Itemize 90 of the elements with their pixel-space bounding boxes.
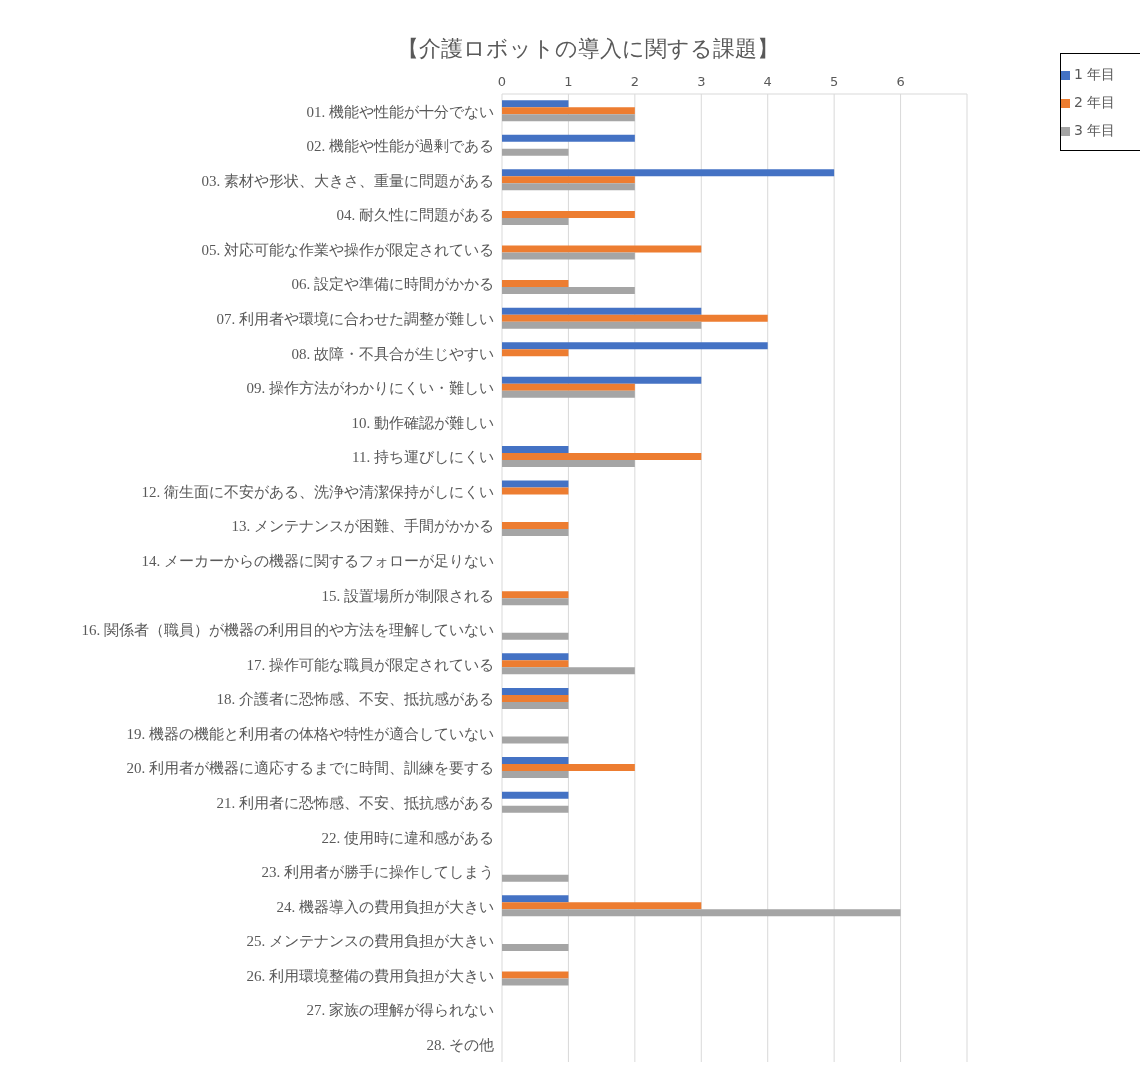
y-tick-label: 17. 操作可能な職員が限定されている xyxy=(246,656,494,673)
bar xyxy=(502,632,569,640)
bar xyxy=(502,134,635,142)
y-tick-label: 05. 対応可能な作業や操作が限定されている xyxy=(201,241,494,258)
bar xyxy=(502,895,569,903)
bar xyxy=(502,522,569,530)
bar xyxy=(502,764,635,772)
bar xyxy=(502,252,635,260)
y-tick-label: 28. その他 xyxy=(426,1037,494,1054)
bar xyxy=(502,487,569,495)
bar xyxy=(502,100,569,108)
bar xyxy=(502,687,569,695)
y-tick-label: 01. 機能や性能が十分でない xyxy=(306,103,494,120)
bar xyxy=(502,176,635,184)
x-tick-label: 6 xyxy=(896,74,905,89)
bar xyxy=(502,148,569,156)
chart-title: 【介護ロボットの導入に関する課題】 xyxy=(396,35,780,63)
bar xyxy=(502,909,901,917)
y-tick-label: 04. 耐久性に問題がある xyxy=(336,207,494,224)
y-tick-label: 25. メンテナンスの費用負担が大きい xyxy=(246,933,494,950)
bar xyxy=(502,349,569,357)
bar xyxy=(502,971,569,979)
bar xyxy=(502,591,569,599)
bar xyxy=(502,694,569,702)
legend-label: 2 年目 xyxy=(1074,94,1116,110)
bar xyxy=(502,736,569,744)
bar xyxy=(502,217,569,225)
bar xyxy=(502,459,635,467)
bar xyxy=(502,280,569,288)
y-tick-label: 27. 家族の理解が得られない xyxy=(306,1002,494,1019)
bar xyxy=(502,390,635,398)
x-tick-label: 3 xyxy=(697,74,706,89)
y-tick-label: 14. メーカーからの機器に関するフォローが足りない xyxy=(141,553,494,570)
y-tick-label: 10. 動作確認が難しい xyxy=(351,414,494,431)
x-tick-label: 2 xyxy=(630,74,639,89)
bar xyxy=(502,169,835,177)
legend-label: 3 年目 xyxy=(1074,122,1116,138)
y-tick-label: 16. 関係者（職員）が機器の利用目的や方法を理解していない xyxy=(81,622,494,639)
y-tick-label: 24. 機器導入の費用負担が大きい xyxy=(276,898,494,915)
y-tick-label: 15. 設置場所が制限される xyxy=(321,587,494,604)
bar xyxy=(502,874,569,882)
bar xyxy=(502,598,569,606)
bar xyxy=(502,183,635,191)
bar xyxy=(502,287,635,295)
bar xyxy=(502,701,569,709)
bar xyxy=(502,902,702,910)
bar xyxy=(502,660,569,668)
y-tick-label: 20. 利用者が機器に適応するまでに時間、訓練を要する xyxy=(126,760,494,777)
bar xyxy=(502,445,569,453)
y-tick-label: 06. 設定や準備に時間がかかる xyxy=(291,276,494,293)
y-tick-label: 26. 利用環境整備の費用負担が大きい xyxy=(246,967,494,984)
y-tick-label: 12. 衛生面に不安がある、洗浄や清潔保持がしにくい xyxy=(141,483,494,500)
bar xyxy=(502,321,702,329)
y-tick-label: 18. 介護者に恐怖感、不安、抵抗感がある xyxy=(216,691,494,708)
y-tick-label: 11. 持ち運びしにくい xyxy=(352,449,494,466)
bar xyxy=(502,943,569,951)
bar xyxy=(502,210,635,218)
bar xyxy=(502,791,569,799)
bar xyxy=(502,376,702,384)
y-tick-label: 19. 機器の機能と利用者の体格や特性が適合していない xyxy=(126,725,494,742)
y-tick-label: 07. 利用者や環境に合わせた調整が難しい xyxy=(216,311,494,328)
bar xyxy=(502,805,569,813)
bar xyxy=(502,314,768,322)
bar xyxy=(502,452,702,460)
bar xyxy=(502,114,635,122)
y-tick-label: 03. 素材や形状、大きさ、重量に問題がある xyxy=(201,172,494,189)
bar xyxy=(502,653,569,661)
bar xyxy=(502,667,635,675)
x-tick-label: 4 xyxy=(763,74,772,89)
bar xyxy=(502,307,702,315)
y-tick-label: 09. 操作方法がわかりにくい・難しい xyxy=(246,380,494,397)
bar xyxy=(502,480,569,488)
y-tick-label: 23. 利用者が勝手に操作してしまう xyxy=(261,864,494,881)
bar xyxy=(502,383,635,391)
y-tick-label: 21. 利用者に恐怖感、不安、抵抗感がある xyxy=(216,795,494,812)
x-tick-label: 5 xyxy=(830,74,839,89)
x-tick-label: 0 xyxy=(497,74,507,89)
y-tick-label: 13. メンテナンスが困難、手間がかかる xyxy=(231,518,494,535)
bar xyxy=(502,771,569,779)
bar xyxy=(502,978,569,986)
bar xyxy=(502,342,768,350)
x-tick-label: 1 xyxy=(564,74,573,89)
bar xyxy=(502,245,702,253)
bar xyxy=(502,107,635,115)
legend-label: 1 年目 xyxy=(1074,66,1116,82)
y-tick-label: 22. 使用時に違和感がある xyxy=(321,829,494,846)
bar xyxy=(502,757,569,765)
bar xyxy=(502,529,569,537)
y-tick-label: 08. 故障・不具合が生じやすい xyxy=(291,345,494,362)
y-tick-label: 02. 機能や性能が過剰である xyxy=(306,138,494,155)
